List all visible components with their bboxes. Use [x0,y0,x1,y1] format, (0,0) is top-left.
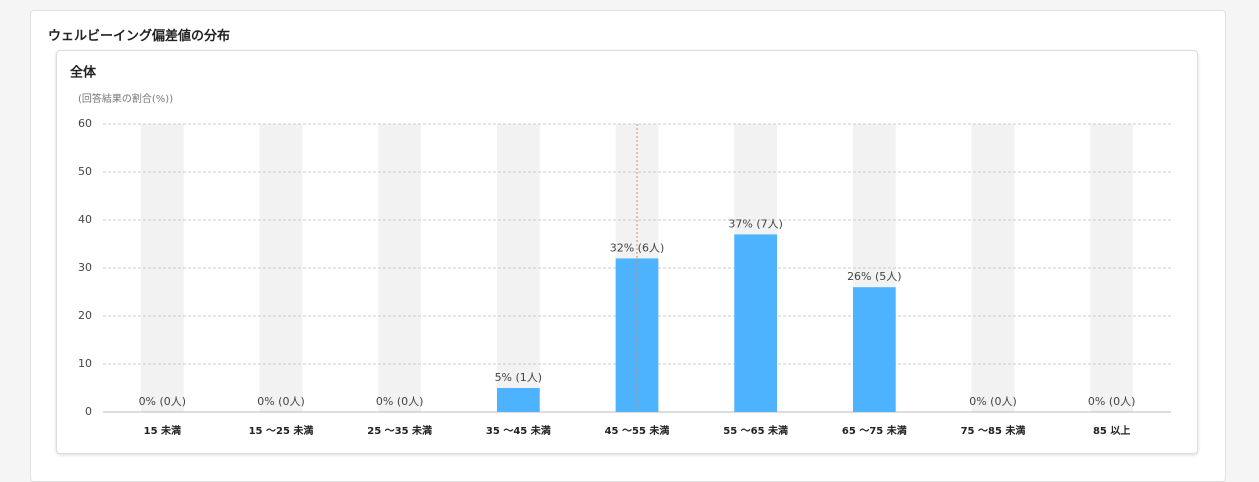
y-tick-label: 0 [85,405,92,418]
bar [734,234,778,412]
data-label: 32% (6人) [610,241,665,254]
bar-background [140,124,184,412]
data-label: 37% (7人) [728,217,783,230]
x-tick-label: 25 ～35 未満 [367,424,432,437]
bar [496,388,540,412]
x-tick-label: 85 以上 [1093,424,1130,437]
y-tick-label: 60 [78,117,92,130]
data-label: 0% (0人) [1088,395,1136,408]
x-tick-label: 55 ～65 未満 [723,424,788,437]
data-label: 0% (0人) [376,395,424,408]
y-tick-label: 40 [78,213,92,226]
y-tick-label: 10 [78,357,92,370]
chart: 全体 (回答結果の割合(%)) 0 10 20 30 40 50 60 15 未満 0% (0人… [70,65,1171,437]
data-label: 0% (0人) [139,395,187,408]
data-label: 0% (0人) [257,395,305,408]
data-label: 26% (5人) [847,270,902,283]
bar [852,287,896,412]
x-tick-label: 75 ～85 未満 [961,424,1026,437]
x-tick-label: 15 ～25 未満 [249,424,314,437]
page: ウェルビーイング偏差値の分布 全体 (回答結果の割合(%)) 0 10 20 30 40… [30,10,1226,482]
x-tick-label: 35 ～45 未満 [486,424,551,437]
y-tick-label: 30 [78,261,92,274]
y-tick-label: 50 [78,165,92,178]
chart-title: 全体 [70,65,97,81]
page-title: ウェルビーイング偏差値の分布 [48,29,231,44]
y-axis-label: (回答結果の割合(%)) [78,92,173,105]
data-label: 5% (1人) [495,371,543,384]
bar-background [1090,124,1134,412]
x-tick-label: 65 ～75 未満 [842,424,907,437]
y-tick-label: 20 [78,309,92,322]
x-tick-label: 45 ～55 未満 [605,424,670,437]
data-label: 0% (0人) [969,395,1017,408]
x-tick-label: 15 未満 [144,424,181,437]
